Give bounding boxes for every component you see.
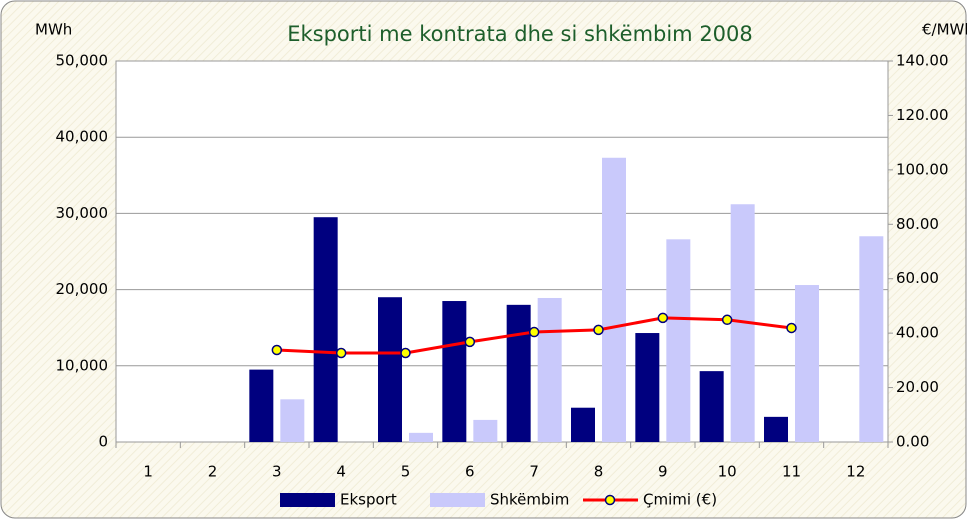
point <box>657 312 669 324</box>
y2-tick-label: 140.00 <box>896 52 949 70</box>
y2-tick-label: 100.00 <box>896 160 949 178</box>
point <box>786 322 797 334</box>
x-tick-label: 2 <box>208 463 218 481</box>
x-tick-label: 3 <box>272 463 282 481</box>
y2-tick-label: 40.00 <box>896 324 939 342</box>
x-tick-label: 1 <box>143 463 153 481</box>
x-tick-label: 8 <box>594 463 604 481</box>
chart-title: Eksporti me kontrata dhe si shkëmbim 200… <box>287 22 753 46</box>
y2-tick-label: 20.00 <box>896 378 939 396</box>
x-tick-label: 5 <box>401 463 411 481</box>
x-tick-label: 4 <box>336 463 346 481</box>
x-tick-label: 12 <box>846 463 865 481</box>
bar <box>409 432 433 442</box>
x-tick-label: 6 <box>465 463 475 481</box>
y-tick-label: 20,000 <box>56 280 109 298</box>
y-tick-label: 0 <box>98 433 108 451</box>
point <box>271 344 283 356</box>
bar <box>378 297 402 442</box>
legend-marker <box>604 494 616 506</box>
y-tick-label: 30,000 <box>56 204 109 222</box>
legend-swatch <box>430 493 485 507</box>
point <box>400 347 411 359</box>
x-tick-label: 7 <box>529 463 539 481</box>
bar <box>764 416 788 442</box>
y2-tick-label: 0.00 <box>896 433 929 451</box>
legend-label: Shkëmbim <box>490 491 569 509</box>
bar <box>635 333 660 442</box>
legend-swatch <box>280 493 335 507</box>
bar <box>313 217 338 442</box>
y-tick-label: 10,000 <box>56 356 109 374</box>
bar <box>571 407 595 442</box>
point <box>335 347 347 359</box>
x-tick-label: 9 <box>658 463 668 481</box>
bar <box>602 157 626 443</box>
legend-label: Eksport <box>340 491 397 509</box>
point <box>721 314 733 326</box>
y2-tick-label: 80.00 <box>896 215 939 233</box>
y2-unit: €/MWh <box>922 21 967 39</box>
y2-tick-label: 60.00 <box>896 269 939 287</box>
y-tick-label: 40,000 <box>56 128 109 146</box>
x-tick-label: 11 <box>782 463 801 481</box>
point <box>528 326 540 338</box>
bar <box>506 304 531 442</box>
point <box>593 324 604 336</box>
point <box>464 336 476 348</box>
bar <box>280 399 305 442</box>
y-tick-label: 50,000 <box>56 52 109 70</box>
bar <box>537 297 562 442</box>
y-unit: MWh <box>35 21 72 39</box>
y2-tick-label: 120.00 <box>896 106 949 124</box>
bar <box>442 301 467 442</box>
bar <box>859 236 884 442</box>
bar <box>795 285 819 442</box>
plot-area <box>115 60 889 443</box>
bar <box>473 419 498 442</box>
legend-label: Çmimi (€) <box>643 491 717 509</box>
bar <box>249 369 274 442</box>
bar <box>666 239 691 442</box>
bar <box>699 371 724 442</box>
x-tick-label: 10 <box>718 463 737 481</box>
